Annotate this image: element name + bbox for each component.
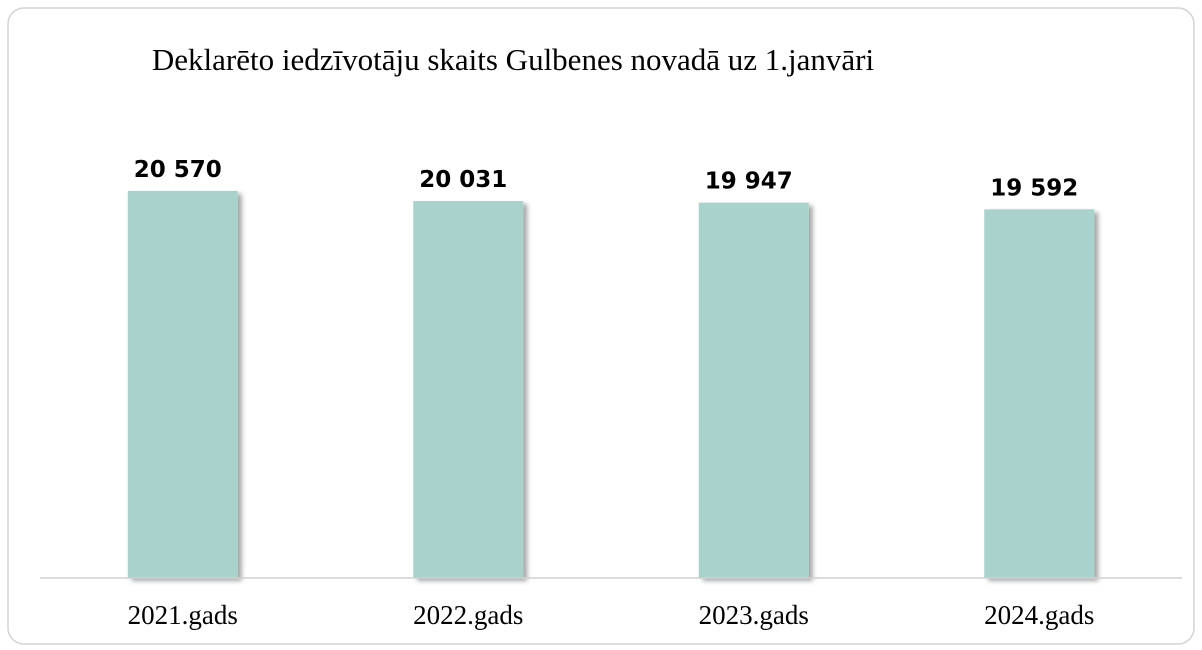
bar: [127, 190, 238, 578]
bar: [413, 201, 524, 579]
x-tick-label: 2024.gads: [984, 600, 1094, 630]
x-tick-label: 2022.gads: [413, 600, 523, 630]
card: [7, 7, 1195, 645]
bar: [698, 202, 809, 578]
value-label: 19 592: [990, 175, 1078, 201]
value-label: 20 570: [134, 157, 222, 183]
chart-title: Deklarēto iedzīvotāju skaits Gulbenes no…: [152, 42, 875, 77]
x-tick-label: 2023.gads: [699, 600, 809, 630]
bar: [984, 209, 1095, 578]
x-tick-label: 2021.gads: [128, 600, 238, 630]
value-label: 19 947: [705, 169, 793, 195]
value-label: 20 031: [419, 167, 507, 193]
